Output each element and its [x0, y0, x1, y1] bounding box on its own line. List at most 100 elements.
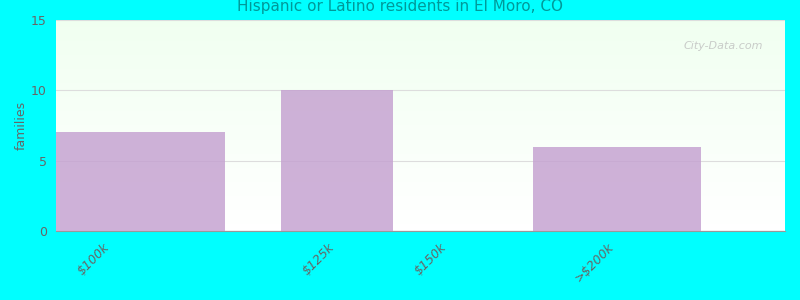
Bar	[56, 159, 785, 160]
Bar	[56, 68, 785, 69]
Bar	[56, 92, 785, 93]
Bar	[56, 170, 785, 171]
Bar	[56, 150, 785, 151]
Bar	[56, 161, 785, 162]
Bar	[56, 164, 785, 165]
Bar	[56, 47, 785, 48]
Bar	[56, 144, 785, 145]
Bar	[56, 204, 785, 205]
Bar	[56, 34, 785, 35]
Bar	[56, 78, 785, 79]
Bar	[56, 43, 785, 44]
Bar	[56, 212, 785, 213]
Bar	[56, 113, 785, 114]
Bar	[56, 202, 785, 203]
Bar	[56, 209, 785, 210]
Bar	[56, 136, 785, 137]
Bar	[56, 70, 785, 71]
Bar	[56, 126, 785, 127]
Bar	[56, 172, 785, 173]
Bar	[56, 143, 785, 144]
Bar	[56, 221, 785, 222]
Bar	[56, 187, 785, 188]
Bar	[56, 169, 785, 170]
Bar	[56, 100, 785, 101]
Bar	[56, 174, 785, 175]
Bar	[56, 194, 785, 195]
Bar	[56, 119, 785, 120]
Bar	[56, 171, 785, 172]
Bar	[56, 111, 785, 112]
Bar	[56, 162, 785, 163]
Bar	[56, 214, 785, 215]
Bar	[56, 179, 785, 180]
Bar	[56, 73, 785, 74]
Bar	[56, 145, 785, 146]
Bar	[56, 31, 785, 32]
Bar	[56, 218, 785, 219]
Bar	[56, 94, 785, 95]
Bar	[56, 56, 785, 57]
Bar	[56, 176, 785, 177]
Bar	[56, 39, 785, 40]
Bar	[56, 125, 785, 126]
Bar	[56, 30, 785, 31]
Bar	[56, 115, 785, 116]
Bar	[56, 227, 785, 228]
Bar	[56, 97, 785, 98]
Bar	[56, 208, 785, 209]
Bar	[56, 149, 785, 150]
Bar	[56, 37, 785, 38]
Bar	[56, 200, 785, 201]
Bar	[56, 93, 785, 94]
Bar	[56, 84, 785, 85]
Bar	[56, 141, 785, 142]
Bar	[56, 61, 785, 62]
Bar	[56, 66, 785, 67]
Bar	[56, 102, 785, 103]
Bar	[56, 35, 785, 36]
Bar	[56, 139, 785, 140]
Bar	[56, 27, 785, 28]
Bar	[56, 67, 785, 68]
Bar	[56, 86, 785, 87]
Bar	[56, 137, 785, 138]
Bar	[56, 163, 785, 164]
Bar	[56, 33, 785, 34]
Bar	[56, 199, 785, 200]
Bar	[0, 133, 225, 231]
Bar	[56, 52, 785, 53]
Bar	[56, 228, 785, 229]
Bar	[56, 116, 785, 117]
Bar	[56, 168, 785, 169]
Bar	[56, 217, 785, 218]
Bar	[56, 216, 785, 217]
Bar	[56, 195, 785, 196]
Bar	[56, 152, 785, 153]
Bar	[56, 124, 785, 125]
Bar	[56, 220, 785, 221]
Bar	[56, 206, 785, 207]
Bar	[56, 135, 785, 136]
Bar	[56, 96, 785, 97]
Bar	[56, 229, 785, 230]
Bar	[56, 32, 785, 33]
Bar	[56, 87, 785, 88]
Bar	[56, 57, 785, 58]
Bar	[56, 190, 785, 191]
Bar	[56, 91, 785, 92]
Bar	[56, 191, 785, 192]
Bar	[56, 61, 785, 62]
Bar	[56, 104, 785, 105]
Bar	[56, 155, 785, 156]
Bar	[56, 65, 785, 66]
Bar	[56, 131, 785, 132]
Bar	[56, 123, 785, 124]
Bar	[56, 69, 785, 70]
Bar	[56, 79, 785, 80]
Bar	[56, 38, 785, 39]
Bar	[56, 85, 785, 86]
Bar	[56, 203, 785, 204]
Bar	[56, 76, 785, 77]
Bar	[56, 215, 785, 216]
